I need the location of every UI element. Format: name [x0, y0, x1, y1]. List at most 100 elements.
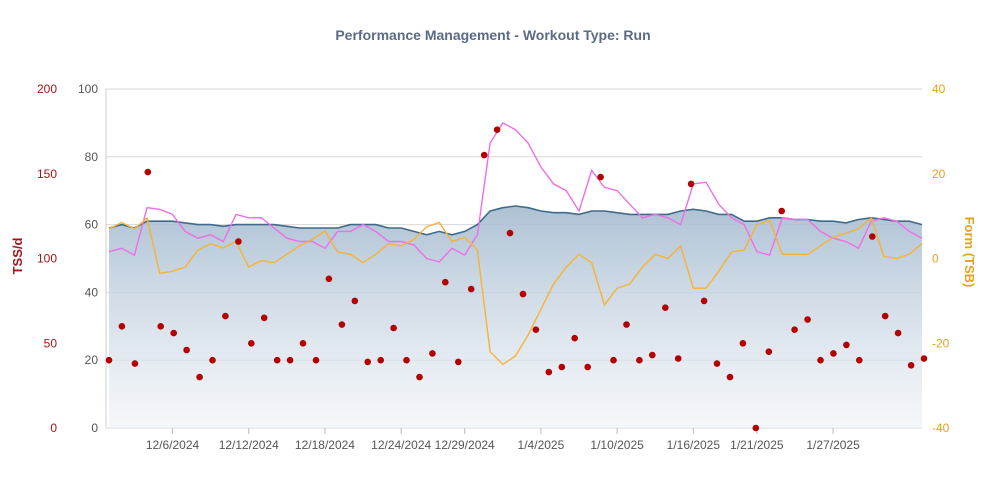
tss-point [856, 356, 863, 364]
tss-point [649, 351, 656, 359]
tss-point [351, 297, 359, 305]
tss-point [700, 297, 708, 305]
tss-point [260, 314, 268, 322]
fitness-area [109, 206, 922, 428]
fitness-area-layer [108, 205, 923, 428]
fatigue-line [108, 121, 923, 263]
tss-dot-layer [105, 126, 928, 432]
tss-point [196, 373, 203, 381]
tss-point [325, 275, 333, 283]
tss-point [894, 329, 902, 337]
tss-point [830, 350, 837, 357]
tss-point [442, 278, 449, 286]
tss-point [804, 316, 811, 323]
tss-point [778, 207, 785, 215]
tss-point [636, 356, 643, 364]
tss-point [312, 356, 320, 364]
x-tick-label: 12/12/2024 [219, 438, 279, 452]
tss-point [273, 356, 281, 364]
tss-point [467, 285, 475, 293]
tss-point [597, 173, 604, 181]
tss-point [183, 346, 190, 354]
tss-point [170, 329, 177, 337]
tss-point [506, 229, 514, 237]
tss-point [765, 348, 773, 356]
tss-point [519, 290, 527, 298]
middle-tick-label: 100 [78, 82, 98, 96]
left-tick-label: 100 [37, 252, 57, 266]
left-axis-title: TSS/d [10, 238, 25, 275]
tss-point [338, 321, 346, 328]
tss-point [726, 373, 734, 381]
tss-point [429, 350, 436, 357]
x-tick-label: 1/4/2025 [518, 438, 565, 452]
left-tick-label: 150 [37, 167, 57, 181]
right-axis-title: Form (TSB) [962, 217, 977, 288]
tss-point [869, 233, 876, 240]
chart-title: Performance Management - Workout Type: R… [335, 27, 650, 43]
tss-point [377, 356, 385, 364]
tss-point [558, 363, 566, 371]
form-line [108, 216, 923, 366]
right-tick-label: 0 [932, 252, 939, 266]
x-tick-label: 1/27/2025 [806, 438, 860, 452]
tss-point [390, 324, 397, 332]
tick-labels: 0 50 100 150 200 0 20 40 60 80 100 -40 -20 0 20 40 12/6/… [37, 82, 950, 452]
tss-point [118, 323, 126, 330]
tss-point [817, 356, 824, 364]
middle-tick-label: 20 [85, 353, 99, 367]
left-tick-label: 0 [50, 421, 57, 435]
right-tick-label: 20 [932, 167, 946, 181]
tss-point [532, 326, 540, 334]
axis-lines [105, 89, 834, 434]
x-tick-label: 1/16/2025 [667, 438, 721, 452]
tss-point [403, 356, 410, 364]
tss-point [752, 424, 760, 432]
tss-point [545, 368, 553, 376]
right-tick-label: -20 [932, 336, 950, 350]
tss-point [843, 341, 850, 349]
tss-point [881, 312, 889, 320]
middle-tick-label: 40 [85, 285, 99, 299]
middle-tick-label: 0 [91, 421, 98, 435]
tss-point [623, 321, 630, 328]
left-tick-label: 50 [44, 336, 58, 350]
tss-point [493, 126, 501, 133]
tss-point [299, 340, 307, 347]
x-tick-label: 12/18/2024 [295, 438, 355, 452]
tss-point [713, 360, 721, 367]
tss-point [739, 340, 747, 347]
tss-point [364, 358, 372, 366]
tss-point [584, 363, 591, 371]
tss-point [610, 356, 617, 364]
tss-point [105, 356, 113, 364]
tss-point [209, 356, 216, 364]
tss-point [235, 238, 242, 245]
tss-point [791, 326, 798, 334]
x-tick-label: 1/10/2025 [590, 438, 644, 452]
tss-point [455, 358, 462, 366]
line-layer [108, 121, 923, 366]
left-tick-label: 200 [37, 82, 57, 96]
tss-point [157, 323, 164, 330]
right-tick-label: -40 [932, 421, 950, 435]
tss-point [907, 362, 915, 369]
tss-point [131, 360, 139, 367]
x-tick-label: 12/29/2024 [435, 438, 495, 452]
tss-point [687, 180, 695, 188]
tss-point [571, 334, 578, 342]
middle-tick-label: 60 [85, 218, 99, 232]
tss-point [920, 355, 928, 362]
right-tick-label: 40 [932, 82, 946, 96]
middle-tick-label: 80 [85, 150, 99, 164]
tss-point [286, 356, 294, 364]
tss-point [222, 312, 229, 320]
tss-point [144, 168, 152, 176]
tss-point [480, 151, 488, 159]
tss-point [416, 373, 423, 381]
tss-point [662, 304, 669, 312]
x-tick-label: 1/21/2025 [730, 438, 784, 452]
tss-point [674, 355, 682, 362]
